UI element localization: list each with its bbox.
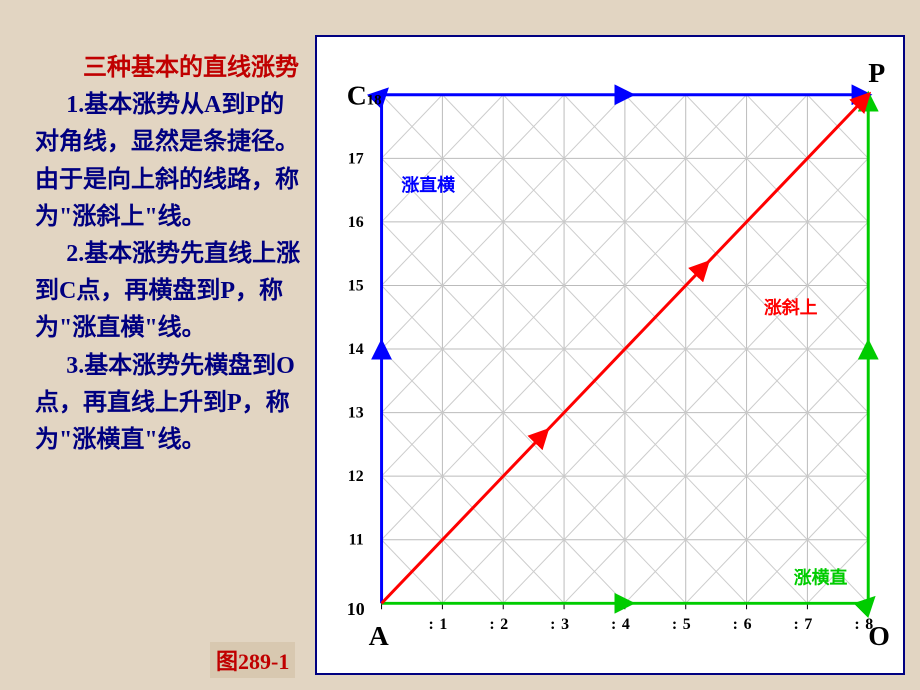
corner-label-p: P: [868, 58, 885, 89]
svg-text:7: 7: [804, 616, 812, 633]
svg-text::: :: [854, 616, 859, 633]
svg-text:4: 4: [622, 616, 630, 633]
svg-text::: :: [672, 616, 677, 633]
a-value-label: 10: [347, 599, 365, 619]
across-up-line-label: 涨横直: [794, 566, 848, 587]
svg-text::: :: [428, 616, 433, 633]
svg-text:6: 6: [744, 616, 752, 633]
svg-text::: :: [550, 616, 555, 633]
svg-text:5: 5: [683, 616, 691, 633]
svg-text:8: 8: [865, 616, 873, 633]
diag-line-label: 涨斜上: [764, 296, 818, 317]
chart-svg: C 18 P A 10 O 涨斜上 涨直横 涨横直 1:2:3:4:5:6:7:…: [317, 37, 903, 673]
paragraph-2: 2.基本涨势先直线上涨到C点，再横盘到P，称为"涨直横"线。: [35, 236, 305, 348]
figure-label: 图289-1: [210, 642, 295, 678]
svg-text::: :: [793, 616, 798, 633]
corner-label-a: A: [369, 621, 389, 652]
paragraph-3: 3.基本涨势先横盘到O点，再直线上升到P，称为"涨横直"线。: [35, 348, 305, 460]
text-panel: 三种基本的直线涨势 1.基本涨势从A到P的对角线，显然是条捷径。由于是向上斜的线…: [35, 50, 305, 459]
svg-text:3: 3: [561, 616, 569, 633]
title: 三种基本的直线涨势: [35, 50, 305, 87]
svg-text:12: 12: [348, 468, 364, 485]
svg-text::: :: [489, 616, 494, 633]
svg-text:2: 2: [500, 616, 508, 633]
svg-text:16: 16: [348, 214, 364, 231]
ticks-group: 1:2:3:4:5:6:7:8:11121314151617: [348, 150, 873, 633]
svg-text:14: 14: [348, 341, 364, 358]
chart-frame: C 18 P A 10 O 涨斜上 涨直横 涨横直 1:2:3:4:5:6:7:…: [315, 35, 905, 675]
svg-text:15: 15: [348, 277, 364, 294]
svg-text:11: 11: [349, 532, 364, 549]
c-value-label: 18: [367, 93, 382, 109]
svg-text::: :: [733, 616, 738, 633]
svg-text:1: 1: [439, 616, 447, 633]
svg-text:17: 17: [348, 150, 364, 167]
svg-text:13: 13: [348, 405, 364, 422]
svg-text::: :: [611, 616, 616, 633]
paragraph-1: 1.基本涨势从A到P的对角线，显然是条捷径。由于是向上斜的线路，称为"涨斜上"线…: [35, 87, 305, 236]
corner-label-c: C: [347, 81, 367, 112]
up-across-line-label: 涨直横: [401, 174, 455, 195]
